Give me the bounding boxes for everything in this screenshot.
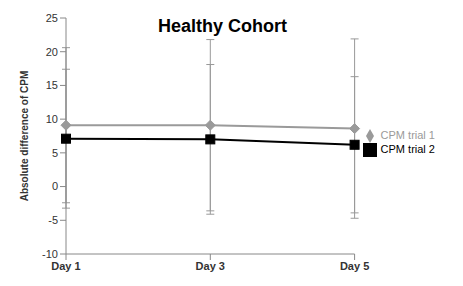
html-text:CPM trial 2: CPM trial 2 xyxy=(380,143,435,155)
svg-text:15: 15 xyxy=(46,79,58,91)
svg-text:0: 0 xyxy=(52,180,58,192)
svg-text:-5: -5 xyxy=(48,214,58,226)
html-text:Healthy Cohort: Healthy Cohort xyxy=(158,16,287,36)
svg-text:Day 3: Day 3 xyxy=(196,260,225,272)
svg-text:25: 25 xyxy=(46,12,58,24)
svg-text:10: 10 xyxy=(46,113,58,125)
svg-text:Absolute difference of CPM: Absolute difference of CPM xyxy=(19,71,30,202)
svg-text:Day 5: Day 5 xyxy=(340,260,369,272)
svg-text:-10: -10 xyxy=(42,248,58,260)
svg-text:Day 1: Day 1 xyxy=(51,260,80,272)
svg-text:5: 5 xyxy=(52,147,58,159)
html-text:CPM trial 1: CPM trial 1 xyxy=(380,128,435,141)
svg-text:20: 20 xyxy=(46,46,58,58)
